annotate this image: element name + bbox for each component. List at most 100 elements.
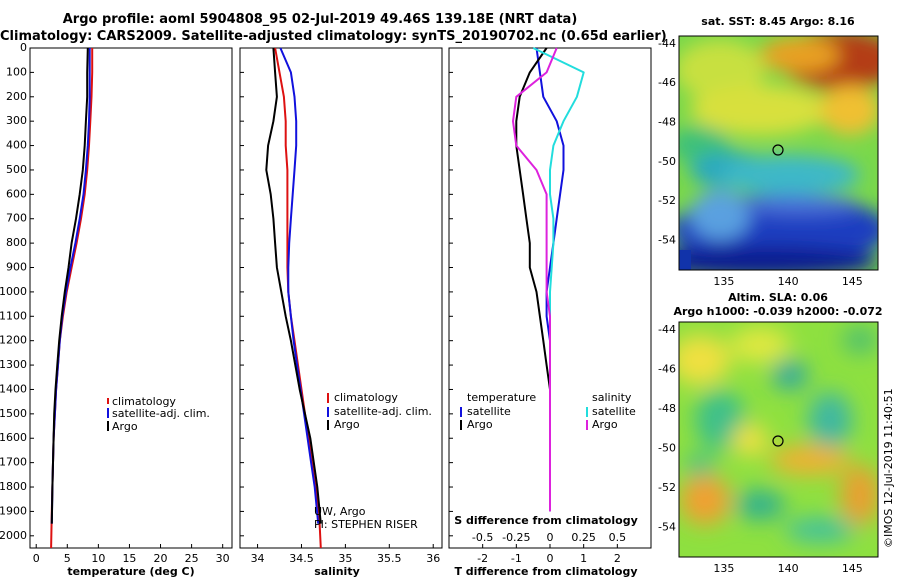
differences-series-argo-line <box>515 47 551 512</box>
difference-legend-salinity-satellite: satellite <box>592 405 636 418</box>
map-lat-tick-label: -52 <box>658 481 676 494</box>
salinity-series-argo-line <box>265 47 322 524</box>
depth-tick-label: 2000 <box>0 529 27 542</box>
sla-map <box>678 321 879 558</box>
sst-map-title: sat. SST: 8.45 Argo: 8.16 <box>701 15 855 28</box>
depth-tick-label: 100 <box>6 65 27 78</box>
temperature-series-satellite-adj-clim--line <box>50 48 91 524</box>
x-tick-label: 15 <box>122 552 136 565</box>
x-tick-label: 35 <box>338 552 352 565</box>
depth-tick-label: 1100 <box>0 309 27 322</box>
depth-tick-label: 1800 <box>0 480 27 493</box>
salinity-legend-climatology: climatology <box>334 391 398 404</box>
x-tick-label: 5 <box>64 552 71 565</box>
salinity-series-satellite-adj-clim--line <box>279 47 320 524</box>
difference-legend: temperature satellite Argo salinity sate… <box>460 391 636 431</box>
temperature-legend-argo: Argo <box>112 420 138 433</box>
difference-xlabel-temperature: T difference from climatology <box>454 565 637 578</box>
temperature-panel-frame <box>29 47 233 549</box>
map-lon-tick-label: 140 <box>778 562 799 575</box>
depth-tick-label: 1200 <box>0 334 27 347</box>
sla-map-subtitle: Argo h1000: -0.039 h2000: -0.072 <box>673 305 882 318</box>
s-difference-tick-label: -0.25 <box>502 531 530 544</box>
s-difference-tick-label: -0.5 <box>472 531 493 544</box>
depth-tick-label: 200 <box>6 90 27 103</box>
sla-map-argo-marker <box>772 435 784 447</box>
difference-legend-temperature-argo: Argo <box>467 418 493 431</box>
x-tick-label: 30 <box>216 552 230 565</box>
difference-legend-temperature-satellite: satellite <box>467 405 511 418</box>
depth-tick-label: 600 <box>6 187 27 200</box>
map-lon-tick-label: 145 <box>842 562 863 575</box>
x-tick-label: 35.5 <box>377 552 402 565</box>
salinity-xlabel: salinity <box>314 565 360 578</box>
map-lat-tick-label: -50 <box>658 441 676 454</box>
depth-tick-label: 1600 <box>0 431 27 444</box>
depth-tick-label: 900 <box>6 261 27 274</box>
map-lat-tick-label: -48 <box>658 402 676 415</box>
map-lat-tick-label: -52 <box>658 194 676 207</box>
x-tick-label: 36 <box>426 552 440 565</box>
depth-tick-label: 1500 <box>0 407 27 420</box>
s-difference-tick-label: 0.25 <box>571 531 596 544</box>
temperature-legend-satellite: satellite-adj. clim. <box>112 407 210 420</box>
map-lat-tick-label: -46 <box>658 76 676 89</box>
x-tick-label: -1 <box>511 552 522 565</box>
depth-tick-label: 1900 <box>0 504 27 517</box>
salinity-annotation-line1: UW, Argo <box>314 505 366 518</box>
difference-legend-salinity-argo: Argo <box>592 418 618 431</box>
salinity-annotation-line2: PI: STEPHEN RISER <box>314 518 418 531</box>
difference-legend-salinity-title: salinity <box>592 391 632 404</box>
map-lat-tick-label: -44 <box>658 37 676 50</box>
map-lon-tick-label: 135 <box>713 562 734 575</box>
depth-tick-label: 1000 <box>0 285 27 298</box>
map-lon-tick-label: 135 <box>713 275 734 288</box>
depth-tick-label: 800 <box>6 236 27 249</box>
depth-tick-label: 1700 <box>0 456 27 469</box>
x-tick-label: 1 <box>580 552 587 565</box>
map-lat-tick-label: -44 <box>658 323 676 336</box>
difference-legend-temperature-title: temperature <box>467 391 536 404</box>
depth-tick-label: 1300 <box>0 358 27 371</box>
x-tick-label: 0 <box>33 552 40 565</box>
figure-title-line1: Argo profile: aoml 5904808_95 02-Jul-201… <box>62 12 578 27</box>
temperature-legend-climatology: climatology <box>112 395 176 408</box>
sst-map-argo-marker <box>772 144 784 156</box>
x-tick-label: 25 <box>185 552 199 565</box>
x-tick-label: -2 <box>477 552 488 565</box>
sla-map-title: Altim. SLA: 0.06 <box>728 291 828 304</box>
x-tick-label: 34.5 <box>289 552 314 565</box>
depth-tick-label: 1400 <box>0 382 27 395</box>
map-lat-tick-label: -50 <box>658 155 676 168</box>
x-tick-label: 20 <box>154 552 168 565</box>
map-lat-tick-label: -46 <box>658 362 676 375</box>
depth-tick-label: 400 <box>6 139 27 152</box>
x-tick-label: 2 <box>614 552 621 565</box>
map-lon-tick-label: 140 <box>778 275 799 288</box>
x-tick-label: 34 <box>251 552 265 565</box>
map-lat-tick-label: -54 <box>658 520 676 533</box>
depth-tick-label: 500 <box>6 163 27 176</box>
difference-xlabel-salinity: S difference from climatology <box>454 514 638 527</box>
salinity-legend-satellite: satellite-adj. clim. <box>334 405 432 418</box>
differences-series-satellite-line <box>532 47 585 512</box>
x-tick-label: 0 <box>547 552 554 565</box>
s-difference-tick-label: 0.5 <box>609 531 627 544</box>
sst-map <box>678 35 879 271</box>
salinity-legend: climatology satellite-adj. clim. Argo <box>327 391 432 431</box>
depth-tick-label: 300 <box>6 114 27 127</box>
temperature-legend: climatology satellite-adj. clim. Argo <box>107 395 210 433</box>
s-difference-tick-label: 0 <box>547 531 554 544</box>
imos-credit: ©IMOS 12-Jul-2019 11:40:51 <box>882 388 895 548</box>
map-lon-tick-label: 145 <box>842 275 863 288</box>
differences-series-argo-line <box>512 47 558 512</box>
depth-tick-label: 700 <box>6 212 27 225</box>
x-tick-label: 10 <box>91 552 105 565</box>
temperature-xlabel: temperature (deg C) <box>67 565 194 578</box>
salinity-legend-argo: Argo <box>334 418 360 431</box>
depth-tick-label: 0 <box>20 41 27 54</box>
figure-title-line2: Climatology: CARS2009. Satellite-adjuste… <box>0 29 667 44</box>
salinity-panel-frame <box>239 47 443 549</box>
temperature-series-argo-line <box>50 47 89 524</box>
